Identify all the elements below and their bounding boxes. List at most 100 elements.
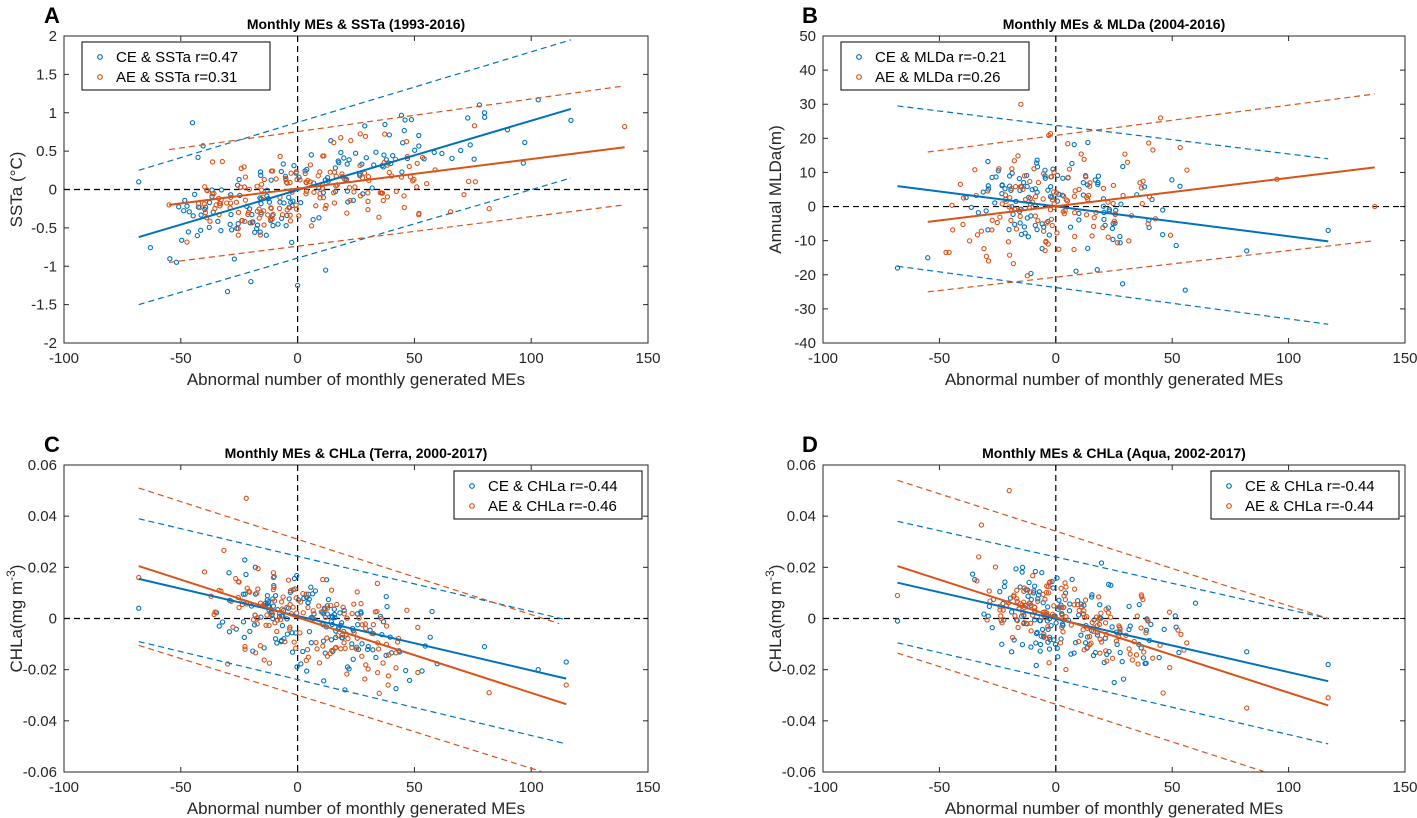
data-point-ae <box>1060 629 1066 635</box>
data-point-ae <box>1026 600 1032 606</box>
data-point-ae <box>1030 573 1036 579</box>
data-point-ae <box>414 160 420 167</box>
data-point-ce <box>252 564 258 570</box>
data-point-ae <box>1178 631 1184 638</box>
data-point-ae <box>287 218 294 224</box>
data-point-ae <box>1140 597 1146 603</box>
data-point-ce <box>272 636 279 642</box>
data-point-ae <box>1071 209 1078 216</box>
data-point-ce <box>272 593 279 599</box>
data-point-ae <box>393 665 399 671</box>
data-point-ce <box>362 123 368 129</box>
data-point-ae <box>320 153 326 159</box>
data-point-ce <box>1110 236 1116 243</box>
data-point-ae <box>1040 591 1046 597</box>
data-point-ae <box>1126 646 1132 652</box>
data-point-ae <box>393 188 400 195</box>
data-point-ae <box>386 169 392 176</box>
legend-marker-ce <box>97 54 103 60</box>
data-point-ce <box>240 619 247 625</box>
data-point-ce <box>309 591 316 597</box>
data-point-ce <box>406 677 413 684</box>
data-point-ce <box>288 239 295 246</box>
data-point-ce <box>291 575 298 582</box>
data-point-ce <box>284 616 290 622</box>
data-point-ae <box>359 622 365 628</box>
lower-bound-ae <box>927 240 1375 293</box>
data-point-ae <box>1040 196 1046 202</box>
data-point-ae <box>265 212 271 218</box>
data-point-ce <box>258 172 264 178</box>
data-point-ae <box>404 607 410 613</box>
fit-line-ae <box>897 565 1329 707</box>
data-point-ce <box>1045 604 1051 610</box>
data-point-ce <box>1073 268 1079 274</box>
data-point-ae <box>1127 651 1133 657</box>
data-point-ce <box>275 221 281 227</box>
legend-marker-ce <box>1226 483 1232 489</box>
data-point-ae <box>324 605 331 611</box>
data-point-ae <box>1035 218 1041 224</box>
y-tick-label: 0 <box>808 611 816 628</box>
x-tick-label: 100 <box>519 779 544 796</box>
data-point-ce <box>894 618 901 624</box>
data-point-ce <box>218 227 224 234</box>
data-point-ae <box>1008 185 1015 192</box>
data-point-ae <box>1090 223 1097 230</box>
data-point-ae <box>305 604 311 611</box>
x-tick-label: -100 <box>808 350 838 367</box>
data-point-ae <box>258 211 264 218</box>
y-tick-label: -2 <box>44 335 57 352</box>
lower-bound-ae <box>138 644 544 772</box>
data-point-ce <box>1094 267 1100 273</box>
data-point-ae <box>1027 589 1034 595</box>
data-point-ce <box>1092 177 1098 183</box>
data-point-ae <box>283 179 290 185</box>
data-point-ae <box>1150 655 1156 661</box>
lower-bound-ce <box>138 177 572 306</box>
data-point-ae <box>1087 633 1093 640</box>
data-point-ce <box>1111 679 1117 686</box>
data-point-ae <box>1096 616 1102 622</box>
y-tick-label: -0.04 <box>782 713 816 730</box>
chart-title: Monthly MEs & SSTa (1993-2016) <box>247 16 465 32</box>
data-point-ae <box>1138 625 1144 631</box>
upper-bound-ce <box>138 518 567 621</box>
data-point-ae <box>247 589 253 595</box>
data-point-ce <box>257 229 263 235</box>
y-tick-label: 30 <box>799 96 816 113</box>
data-point-ae <box>1053 190 1060 196</box>
data-point-ce <box>316 215 322 221</box>
data-point-ce <box>1020 179 1027 186</box>
data-point-ce <box>1025 234 1031 240</box>
data-point-ae <box>1021 620 1027 626</box>
legend-marker-ae <box>469 503 475 509</box>
data-point-ae <box>998 613 1004 619</box>
data-point-ae <box>362 133 369 140</box>
data-point-ae <box>978 228 985 234</box>
y-tick-label: 0.06 <box>28 457 57 474</box>
data-point-ae <box>318 609 325 615</box>
data-point-ce <box>358 610 364 616</box>
y-tick-label: 0.04 <box>28 508 57 525</box>
data-point-ae <box>985 258 992 264</box>
upper-bound-ae <box>927 93 1375 153</box>
data-point-ae <box>1372 203 1378 210</box>
data-point-ae <box>211 611 217 618</box>
data-point-ae <box>357 162 363 169</box>
data-point-ae <box>1097 636 1103 642</box>
data-point-ce <box>206 224 212 230</box>
data-point-ce <box>236 176 242 183</box>
data-point-ce <box>226 629 233 635</box>
data-point-ae <box>978 522 985 528</box>
data-point-ce <box>1034 189 1040 195</box>
data-point-ae <box>1126 238 1132 244</box>
data-point-ce <box>1026 579 1032 586</box>
data-point-ae <box>242 197 249 203</box>
data-point-ce <box>308 152 315 158</box>
x-axis-label: Abnormal number of monthly generated MEs <box>187 799 525 818</box>
y-tick-label: 0.04 <box>787 508 816 525</box>
data-point-ae <box>1048 174 1054 180</box>
data-point-ae <box>960 195 967 201</box>
data-point-ae <box>1024 273 1031 279</box>
